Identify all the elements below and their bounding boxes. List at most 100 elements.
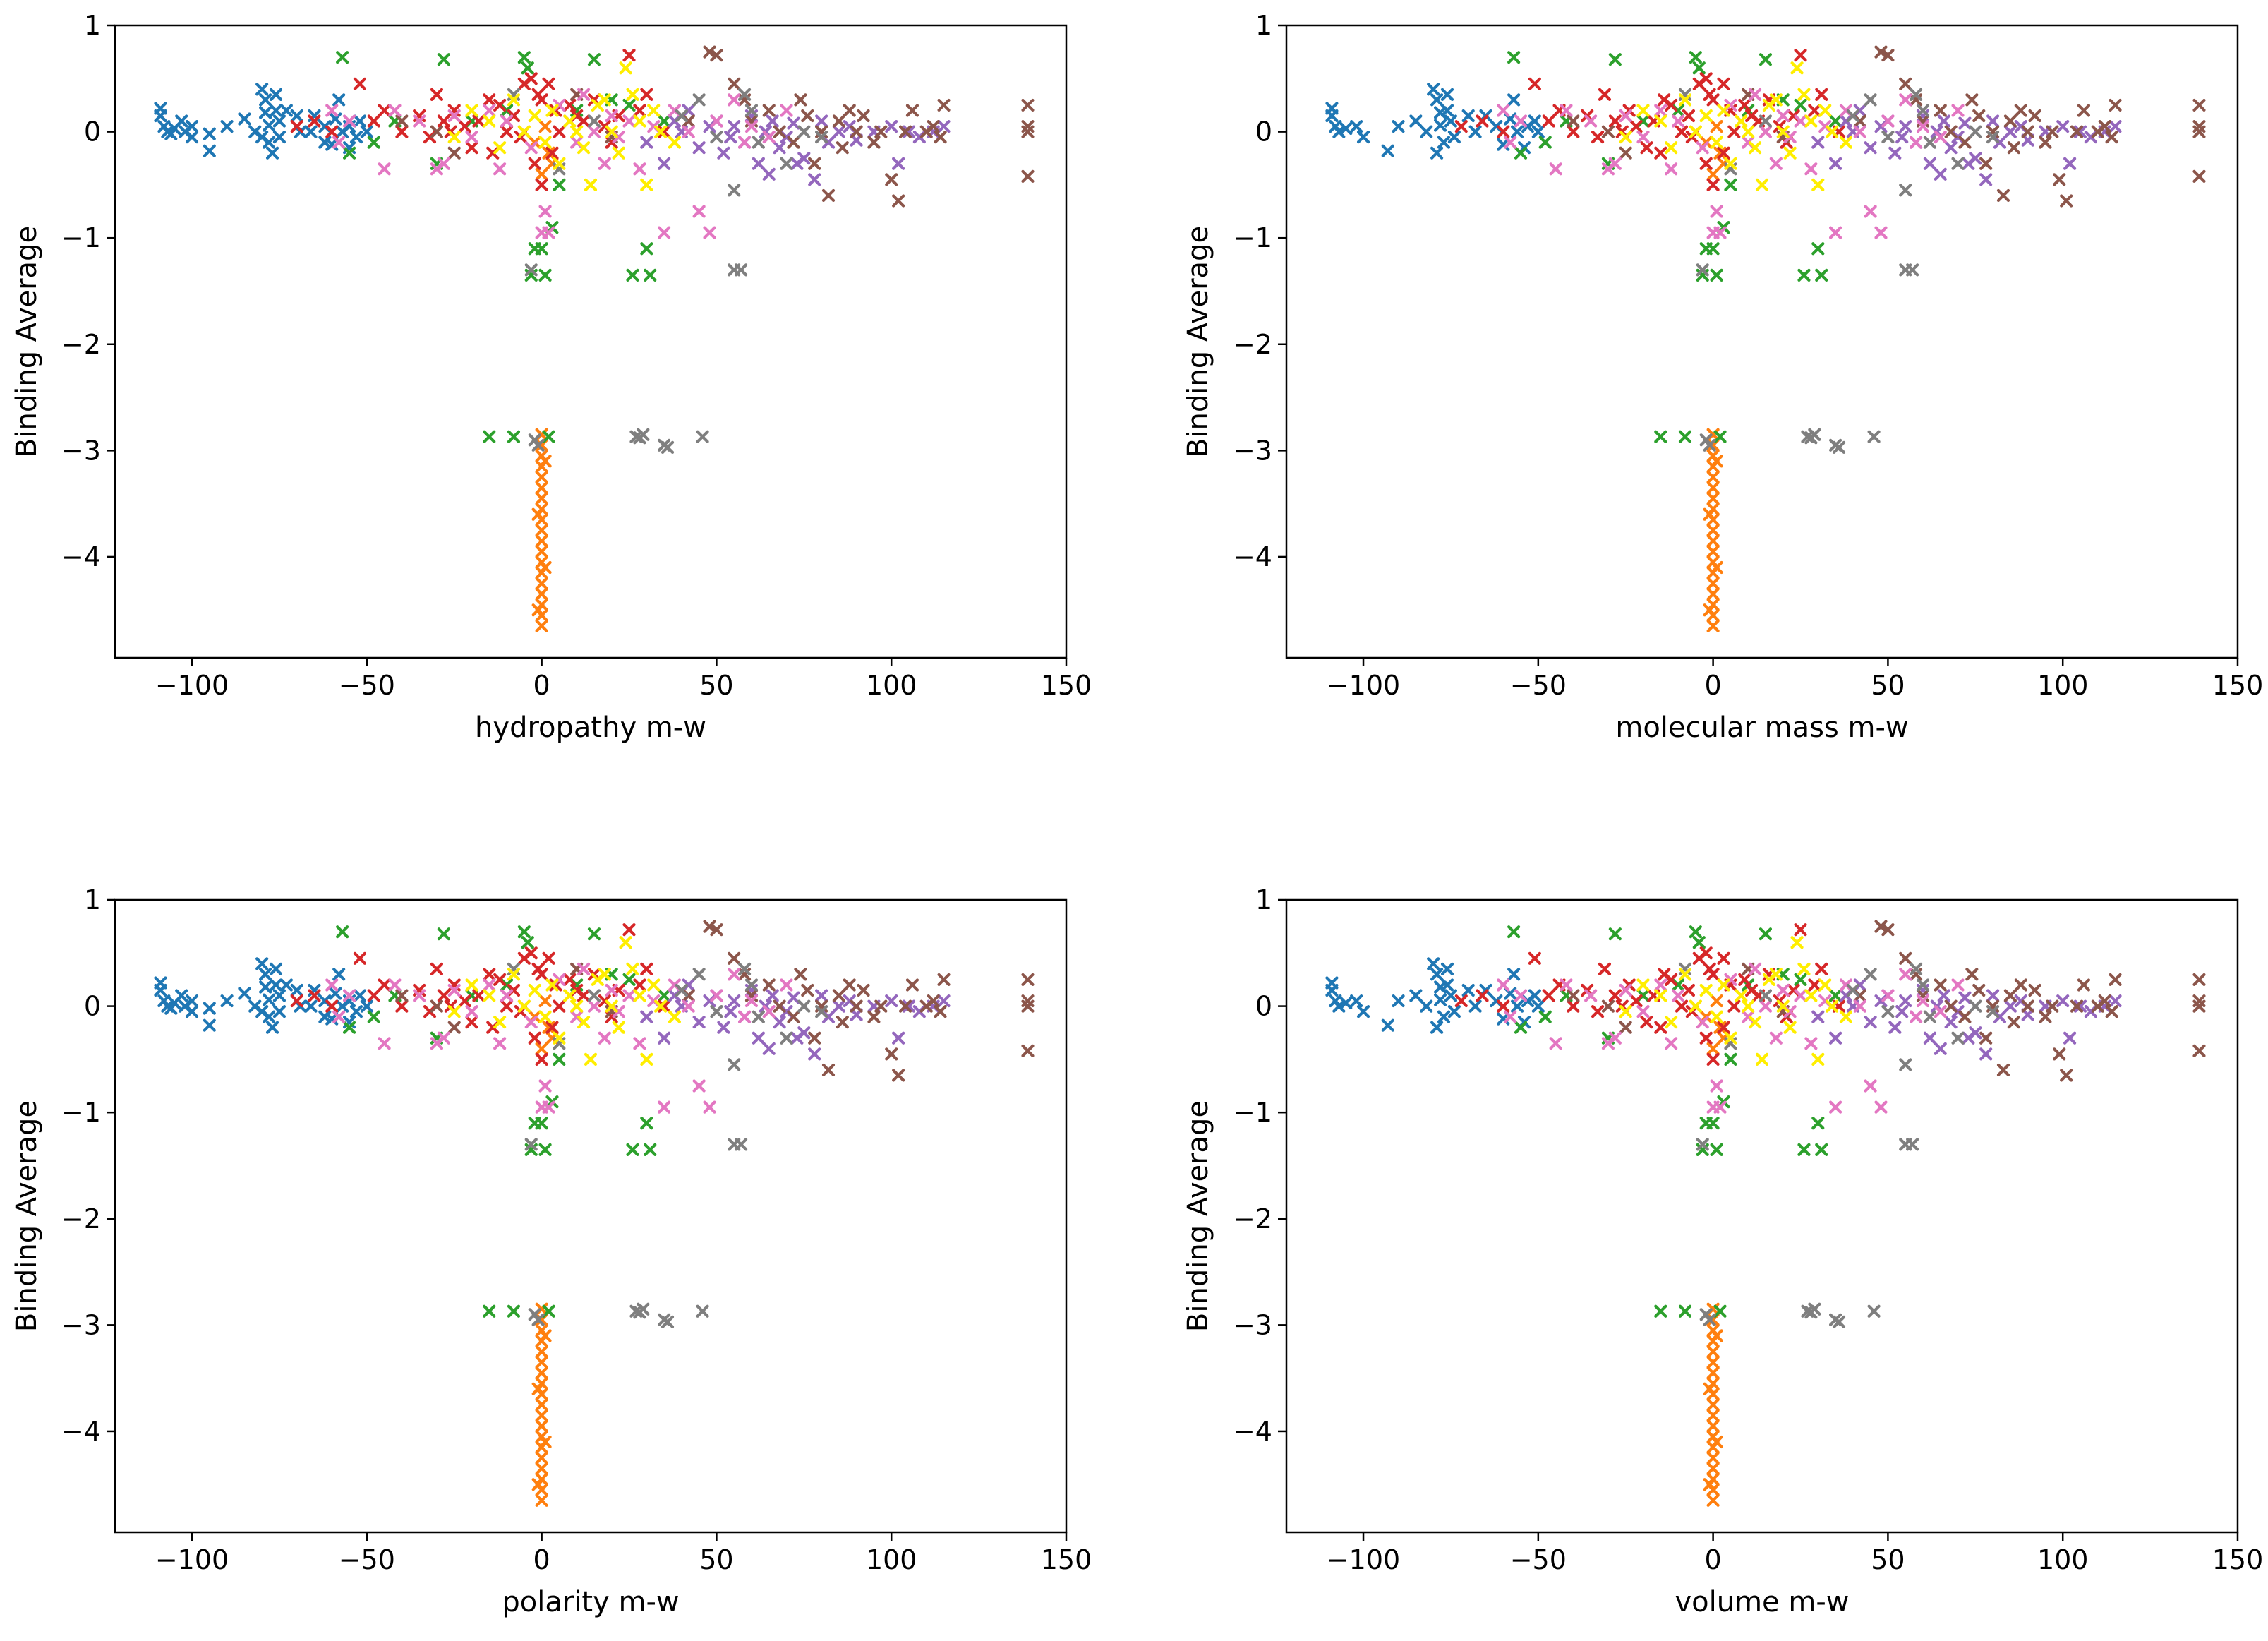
y-axis-label: Binding Average bbox=[11, 226, 43, 457]
data-point bbox=[563, 973, 577, 987]
data-point bbox=[1447, 131, 1461, 144]
data-point bbox=[1608, 927, 1622, 941]
data-point bbox=[598, 968, 611, 981]
data-point bbox=[542, 1100, 555, 1114]
data-point bbox=[1909, 136, 1923, 149]
data-point bbox=[640, 242, 653, 256]
data-point bbox=[528, 983, 541, 997]
data-point bbox=[728, 93, 741, 107]
data-point bbox=[728, 184, 741, 197]
data-point bbox=[1794, 989, 1807, 1002]
data-point bbox=[2003, 989, 2017, 1002]
data-point bbox=[692, 93, 706, 107]
markers bbox=[1325, 920, 2206, 1507]
data-point bbox=[1923, 136, 1936, 149]
data-point bbox=[360, 125, 373, 138]
data-point bbox=[1811, 178, 1825, 191]
data-point bbox=[1706, 242, 1720, 256]
data-point bbox=[524, 1138, 538, 1151]
data-point bbox=[290, 109, 303, 123]
data-point bbox=[692, 968, 706, 981]
data-point bbox=[542, 1304, 555, 1318]
data-point bbox=[203, 1002, 216, 1015]
data-point bbox=[1738, 973, 1751, 987]
data-point bbox=[1811, 136, 1825, 149]
data-point bbox=[752, 1010, 765, 1023]
data-point bbox=[692, 1079, 706, 1093]
y-tick-label: −2 bbox=[61, 1203, 101, 1234]
y-tick-label: 0 bbox=[1255, 116, 1272, 148]
data-point bbox=[1703, 1382, 1716, 1395]
data-point bbox=[654, 125, 668, 138]
data-point bbox=[1906, 263, 1919, 277]
data-point bbox=[885, 119, 898, 133]
data-point bbox=[1794, 923, 1807, 937]
data-point bbox=[524, 1016, 538, 1029]
data-point bbox=[570, 999, 584, 1013]
data-point bbox=[637, 1302, 650, 1316]
data-point bbox=[437, 927, 450, 941]
data-point bbox=[1909, 1010, 1923, 1023]
data-point bbox=[843, 978, 856, 992]
data-point bbox=[553, 1052, 566, 1066]
data-point bbox=[1640, 1016, 1653, 1029]
data-point bbox=[175, 989, 188, 1002]
data-point bbox=[353, 951, 367, 965]
data-point bbox=[1440, 978, 1454, 992]
data-point bbox=[535, 167, 548, 181]
data-point bbox=[587, 989, 601, 1002]
data-point bbox=[1468, 999, 1482, 1013]
data-point bbox=[528, 157, 541, 170]
data-point bbox=[1504, 1010, 1517, 1023]
data-point bbox=[2109, 119, 2122, 133]
data-point bbox=[766, 114, 779, 128]
data-point bbox=[1021, 98, 1035, 112]
data-point bbox=[735, 263, 748, 277]
data-point bbox=[1888, 146, 1902, 160]
data-point bbox=[1958, 116, 1972, 130]
data-point bbox=[1828, 1100, 1842, 1114]
data-point bbox=[682, 999, 695, 1013]
data-point bbox=[1986, 989, 2000, 1002]
data-point bbox=[1461, 983, 1475, 997]
data-point bbox=[2063, 1031, 2077, 1045]
data-point bbox=[325, 104, 339, 117]
y-tick-label: −3 bbox=[1233, 435, 1272, 466]
data-point bbox=[1832, 1315, 1846, 1328]
data-point bbox=[1811, 242, 1825, 256]
data-point bbox=[531, 1382, 545, 1395]
x-tick-label: 50 bbox=[1871, 1544, 1905, 1575]
data-point bbox=[762, 131, 776, 144]
data-point bbox=[1909, 962, 1923, 975]
data-point bbox=[430, 88, 444, 101]
data-point bbox=[1748, 962, 1762, 975]
data-point bbox=[1797, 1143, 1811, 1156]
data-point bbox=[780, 978, 793, 992]
data-point bbox=[1675, 125, 1689, 138]
data-point bbox=[538, 1329, 552, 1342]
data-point bbox=[1759, 927, 1773, 941]
data-point bbox=[553, 157, 566, 170]
x-tick-label: −100 bbox=[155, 670, 229, 701]
data-point bbox=[255, 957, 269, 970]
data-point bbox=[535, 1052, 548, 1066]
data-point bbox=[545, 146, 559, 160]
data-point bbox=[724, 1005, 737, 1018]
data-point bbox=[1619, 146, 1632, 160]
data-point bbox=[1832, 440, 1846, 454]
y-tick-label: −2 bbox=[61, 329, 101, 360]
data-point bbox=[780, 157, 793, 170]
series-1 bbox=[154, 83, 373, 160]
data-point bbox=[472, 989, 485, 1002]
markers bbox=[154, 45, 1035, 632]
data-point bbox=[325, 125, 339, 138]
data-point bbox=[353, 114, 367, 128]
data-point bbox=[1969, 999, 1982, 1013]
data-point bbox=[1710, 994, 1723, 1008]
data-point bbox=[259, 968, 272, 981]
data-point bbox=[1811, 1010, 1825, 1023]
data-point bbox=[1531, 999, 1545, 1013]
data-point bbox=[1696, 1016, 1709, 1029]
data-point bbox=[1437, 136, 1451, 149]
data-point bbox=[1899, 968, 1912, 981]
